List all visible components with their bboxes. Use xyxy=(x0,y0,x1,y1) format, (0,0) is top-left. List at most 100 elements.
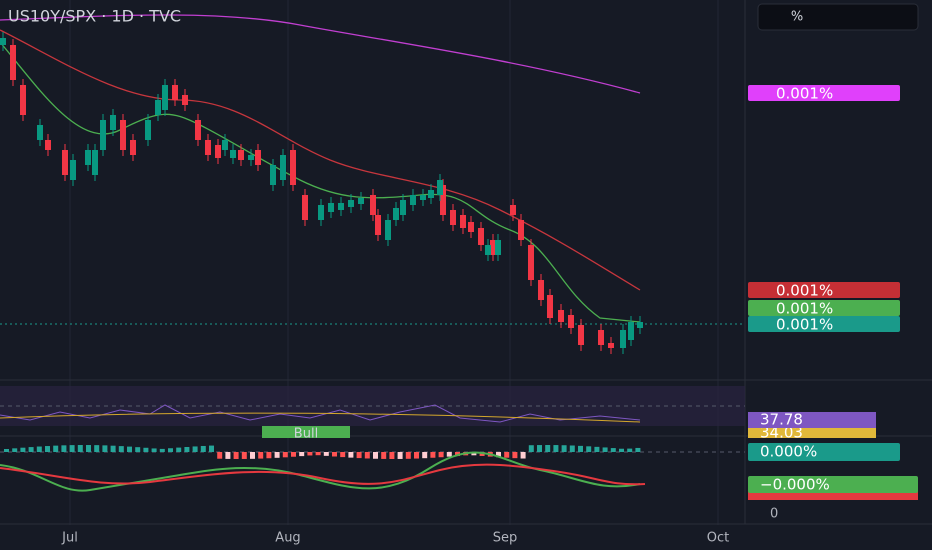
histogram-bar xyxy=(635,447,641,452)
unit-button-label[interactable]: % xyxy=(791,10,803,25)
histogram-bar xyxy=(291,452,296,457)
histogram-bar xyxy=(627,448,633,452)
histogram-bar xyxy=(578,445,583,452)
candle-body xyxy=(255,150,261,165)
candle-body xyxy=(100,120,106,150)
histogram-bar xyxy=(389,452,395,459)
rsi-ma-line xyxy=(0,412,641,423)
histogram-bar xyxy=(520,452,526,459)
candle-body xyxy=(62,150,68,175)
price-tag xyxy=(748,300,900,316)
candle-body xyxy=(145,120,151,140)
histogram-bar xyxy=(594,446,600,452)
price-tags: 0.001%0.001%0.001%0.001% xyxy=(748,85,900,334)
candle-body xyxy=(85,150,91,165)
candle-body xyxy=(628,322,634,340)
histogram-bar xyxy=(381,452,387,459)
price-tag xyxy=(748,85,900,101)
candle-body xyxy=(182,95,188,105)
candle-body xyxy=(172,85,178,100)
price-tag-label: 0.001% xyxy=(776,85,833,103)
macd-signal-tag-hidden xyxy=(748,490,918,500)
histogram-bar xyxy=(151,448,157,452)
candle-body xyxy=(450,210,456,225)
histogram-bar xyxy=(537,445,542,452)
histogram-bar xyxy=(299,452,305,457)
candle-body xyxy=(37,125,43,140)
histogram-bar xyxy=(438,452,444,458)
histogram-bar xyxy=(241,452,247,459)
histogram-bar xyxy=(586,446,592,452)
x-axis: Jul Aug Sep Oct xyxy=(61,531,729,546)
candle-body xyxy=(428,190,434,198)
macd-value: 0.000% xyxy=(760,443,817,461)
histogram-bar xyxy=(602,447,608,452)
histogram-bar xyxy=(77,445,83,452)
candle-body xyxy=(468,222,474,232)
zero-label: 0 xyxy=(770,507,778,522)
rsi-value: 37.78 xyxy=(760,411,803,429)
histogram-bar xyxy=(504,452,510,458)
candle-body xyxy=(568,315,574,328)
x-tick-label: Oct xyxy=(707,531,729,546)
candle-body xyxy=(270,165,276,185)
histogram-bar xyxy=(315,452,321,456)
histogram-bar xyxy=(356,452,362,459)
histogram-bar xyxy=(12,448,18,452)
macd-signal-tag xyxy=(748,476,918,493)
histogram-bar xyxy=(405,452,411,459)
candle-body xyxy=(440,185,446,215)
candle-body xyxy=(70,160,76,180)
candle-body xyxy=(547,295,553,318)
candle-body xyxy=(358,198,364,204)
histogram-bar xyxy=(61,445,67,452)
histogram-bar xyxy=(118,446,124,452)
histogram-bar xyxy=(176,447,182,452)
candle-body xyxy=(558,310,564,322)
symbol-title: US10Y/SPX · 1D · TVC xyxy=(8,7,181,26)
candle-body xyxy=(410,195,416,205)
candle-body xyxy=(302,195,308,220)
histogram-bar xyxy=(340,452,346,458)
candle-body xyxy=(230,150,236,158)
candle-body xyxy=(518,220,524,240)
candle-body xyxy=(620,330,626,348)
candle-body xyxy=(222,140,228,150)
x-tick-label: Jul xyxy=(61,531,78,546)
candle-body xyxy=(478,228,484,245)
histogram-bar xyxy=(45,446,50,452)
histogram-bar xyxy=(168,448,173,452)
candle-body xyxy=(460,215,466,228)
candle-body xyxy=(437,180,443,195)
candle-body xyxy=(248,155,254,160)
histogram-bar xyxy=(266,452,272,459)
candle-body xyxy=(338,203,344,210)
histogram-bar xyxy=(94,445,100,452)
histogram-bar xyxy=(307,452,313,456)
candle-body xyxy=(0,38,6,45)
histogram-bar xyxy=(209,445,214,452)
histogram-bar xyxy=(414,452,419,459)
histogram-bar xyxy=(217,452,223,459)
candle-body xyxy=(120,120,126,150)
price-tag xyxy=(748,282,900,298)
histogram-bar xyxy=(200,445,206,452)
histogram-bar xyxy=(274,452,280,458)
candle-body xyxy=(155,100,161,115)
signal-label: Bull xyxy=(294,427,318,442)
histogram-bar xyxy=(143,447,149,452)
histogram-bar xyxy=(496,452,501,458)
unit-button[interactable] xyxy=(757,3,919,31)
histogram-bar xyxy=(446,452,452,457)
candle-body xyxy=(238,150,244,160)
histogram-bar xyxy=(53,445,59,452)
price-tag-label: 0.001% xyxy=(776,316,833,334)
histogram-bar xyxy=(135,447,141,452)
histogram-bar xyxy=(258,452,264,459)
candle-body xyxy=(290,150,296,185)
ma-200 xyxy=(0,14,641,94)
histogram-bar xyxy=(430,452,436,458)
candle-body xyxy=(598,330,604,345)
candle-body xyxy=(10,45,16,80)
